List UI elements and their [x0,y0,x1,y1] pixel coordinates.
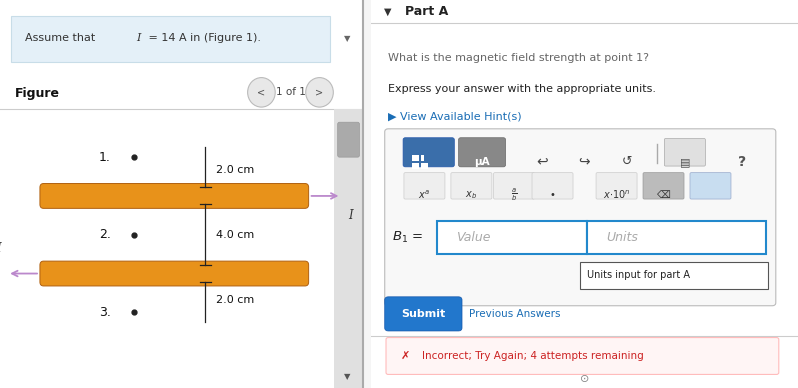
FancyBboxPatch shape [385,129,776,306]
Circle shape [247,78,275,107]
Text: >: > [315,87,323,97]
Text: ↩: ↩ [536,155,547,169]
Text: $\frac{a}{b}$: $\frac{a}{b}$ [511,186,517,203]
Text: 1 of 1: 1 of 1 [275,87,306,97]
FancyBboxPatch shape [532,173,573,199]
FancyBboxPatch shape [371,23,798,388]
FancyBboxPatch shape [403,138,454,167]
Text: Part A: Part A [405,5,448,18]
Text: ⌫: ⌫ [657,190,670,200]
FancyBboxPatch shape [404,173,445,199]
Text: ↪: ↪ [579,155,591,169]
Text: Submit: Submit [401,308,446,319]
Text: <: < [258,87,266,97]
Text: 1.: 1. [99,151,111,164]
Text: Value: Value [456,231,491,244]
Text: 2.0 cm: 2.0 cm [216,165,255,175]
Text: Assume that: Assume that [26,33,99,43]
FancyBboxPatch shape [386,338,779,374]
FancyBboxPatch shape [0,0,363,388]
Text: Incorrect; Try Again; 4 attempts remaining: Incorrect; Try Again; 4 attempts remaini… [422,351,644,361]
FancyBboxPatch shape [587,221,766,254]
Text: ▤: ▤ [680,157,690,167]
Text: = 14 A in (Figure 1).: = 14 A in (Figure 1). [145,33,261,43]
Text: ⊙: ⊙ [580,374,589,384]
FancyBboxPatch shape [451,173,492,199]
Text: ↺: ↺ [622,155,633,168]
FancyBboxPatch shape [40,261,309,286]
Text: Units input for part A: Units input for part A [587,270,689,281]
FancyBboxPatch shape [643,173,684,199]
Text: ▼: ▼ [384,7,391,17]
FancyBboxPatch shape [413,163,419,169]
Text: I: I [136,33,140,43]
FancyBboxPatch shape [494,173,535,199]
FancyBboxPatch shape [421,155,428,161]
Text: ?: ? [738,155,747,169]
FancyBboxPatch shape [437,221,587,254]
FancyBboxPatch shape [421,163,428,169]
Text: ▼: ▼ [343,33,350,43]
FancyBboxPatch shape [425,155,431,161]
Text: 2.: 2. [99,228,111,241]
Text: $x{\cdot}10^n$: $x{\cdot}10^n$ [602,189,630,201]
FancyBboxPatch shape [338,122,359,157]
FancyBboxPatch shape [665,139,705,166]
FancyBboxPatch shape [413,155,419,161]
Text: Units: Units [606,231,638,244]
Text: $B_1$ =: $B_1$ = [393,230,424,245]
FancyBboxPatch shape [459,138,506,167]
Text: •: • [550,190,555,200]
Text: μA: μA [474,157,490,167]
Text: 3.: 3. [99,306,111,319]
FancyBboxPatch shape [385,297,462,331]
Text: 2.0 cm: 2.0 cm [216,294,255,305]
Text: ▼: ▼ [343,372,350,381]
Text: Express your answer with the appropriate units.: Express your answer with the appropriate… [388,84,656,94]
Text: What is the magnetic field strength at point 1?: What is the magnetic field strength at p… [388,53,649,63]
Text: $x^a$: $x^a$ [418,189,431,201]
Text: ▶ View Available Hint(s): ▶ View Available Hint(s) [388,111,522,121]
Text: ✗: ✗ [401,351,410,361]
Text: 4.0 cm: 4.0 cm [216,230,255,240]
FancyBboxPatch shape [40,184,309,208]
FancyBboxPatch shape [11,16,330,62]
Circle shape [306,78,334,107]
FancyBboxPatch shape [596,173,637,199]
Text: I: I [348,209,353,222]
FancyBboxPatch shape [334,109,363,388]
FancyBboxPatch shape [371,0,798,47]
FancyBboxPatch shape [580,262,768,289]
Text: $x_b$: $x_b$ [465,189,477,201]
Text: Previous Answers: Previous Answers [469,308,561,319]
Text: Figure: Figure [14,87,60,100]
FancyBboxPatch shape [690,173,731,199]
